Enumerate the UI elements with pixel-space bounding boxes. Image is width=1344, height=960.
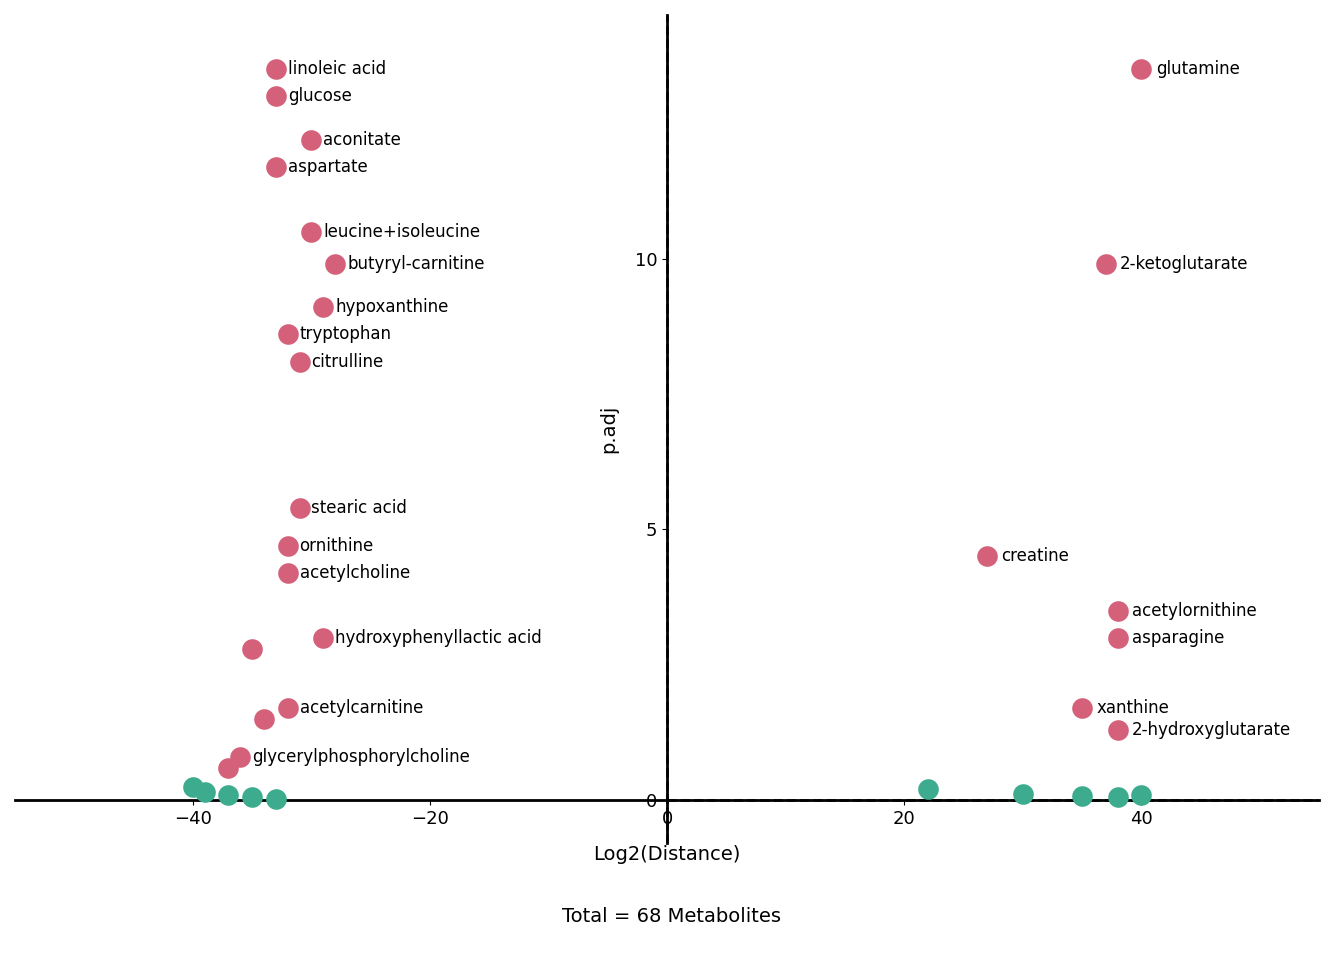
- X-axis label: Log2(Distance): Log2(Distance): [594, 845, 741, 864]
- Point: [1107, 790, 1129, 805]
- Point: [1107, 630, 1129, 645]
- Point: [1012, 786, 1034, 802]
- Point: [218, 760, 239, 776]
- Point: [265, 88, 286, 104]
- Point: [277, 538, 298, 553]
- Point: [918, 781, 939, 797]
- Text: xanthine: xanthine: [1097, 699, 1169, 717]
- Point: [1130, 61, 1152, 77]
- Text: tryptophan: tryptophan: [300, 325, 391, 344]
- Point: [1107, 722, 1129, 737]
- Point: [1071, 701, 1093, 716]
- Text: ornithine: ornithine: [300, 537, 374, 555]
- Point: [289, 354, 310, 370]
- Point: [218, 787, 239, 803]
- Point: [1107, 603, 1129, 618]
- Text: aspartate: aspartate: [288, 157, 367, 176]
- Point: [301, 132, 323, 147]
- Point: [1095, 256, 1117, 272]
- Point: [301, 224, 323, 239]
- Text: hypoxanthine: hypoxanthine: [335, 299, 449, 317]
- Text: acetylcarnitine: acetylcarnitine: [300, 699, 423, 717]
- Point: [1071, 788, 1093, 804]
- Text: glutamine: glutamine: [1156, 60, 1239, 78]
- Point: [183, 779, 204, 794]
- Text: leucine+isoleucine: leucine+isoleucine: [324, 223, 480, 241]
- Y-axis label: p.adj: p.adj: [599, 405, 618, 453]
- Text: butyryl-carnitine: butyryl-carnitine: [347, 255, 485, 273]
- Point: [289, 500, 310, 516]
- Text: stearic acid: stearic acid: [312, 499, 407, 516]
- Text: citrulline: citrulline: [312, 352, 383, 371]
- Point: [265, 791, 286, 806]
- Point: [1130, 787, 1152, 803]
- Text: Total = 68 Metabolites: Total = 68 Metabolites: [563, 906, 781, 925]
- Text: glycerylphosphorylcholine: glycerylphosphorylcholine: [253, 748, 470, 766]
- Point: [194, 784, 215, 800]
- Point: [242, 641, 263, 657]
- Text: hydroxyphenyllactic acid: hydroxyphenyllactic acid: [335, 629, 542, 647]
- Point: [230, 749, 251, 764]
- Point: [277, 565, 298, 581]
- Text: acetylcholine: acetylcholine: [300, 564, 410, 582]
- Point: [265, 61, 286, 77]
- Point: [313, 630, 335, 645]
- Text: aconitate: aconitate: [324, 131, 401, 149]
- Point: [977, 549, 999, 564]
- Text: glucose: glucose: [288, 87, 352, 106]
- Text: creatine: creatine: [1001, 547, 1070, 565]
- Point: [253, 711, 274, 727]
- Text: acetylornithine: acetylornithine: [1132, 602, 1257, 619]
- Point: [313, 300, 335, 315]
- Text: 2-ketoglutarate: 2-ketoglutarate: [1120, 255, 1249, 273]
- Point: [277, 326, 298, 342]
- Point: [265, 159, 286, 175]
- Text: 2-hydroxyglutarate: 2-hydroxyglutarate: [1132, 721, 1292, 739]
- Text: linoleic acid: linoleic acid: [288, 60, 386, 78]
- Point: [324, 256, 345, 272]
- Point: [277, 701, 298, 716]
- Text: asparagine: asparagine: [1132, 629, 1224, 647]
- Point: [242, 790, 263, 805]
